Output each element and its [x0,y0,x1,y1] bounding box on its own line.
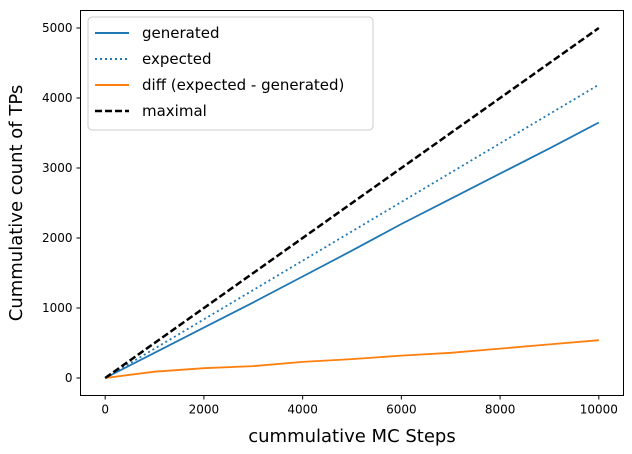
series-line-maximal [104,26,600,380]
plot-frame [80,10,624,396]
legend: generated expected diff (expected - gene… [87,16,374,131]
x-tick-label: 0 [101,403,109,417]
y-tick-label: 4000 [42,91,73,105]
y-tick-label: 1000 [42,301,73,315]
y-tick-label: 5000 [42,21,73,35]
series-line-generated [104,121,600,379]
y-tick-label: 3000 [42,161,73,175]
legend-label-diff: diff (expected - generated) [142,76,344,94]
legend-label-maximal: maximal [142,102,207,120]
y-axis: 0 1000 2000 3000 4000 5000 [42,21,81,385]
series-line-diff [105,339,599,379]
y-tick-label: 2000 [42,231,73,245]
y-axis-title: Cummulative count of TPs [6,85,27,321]
x-tick-label: 8000 [485,403,516,417]
legend-label-expected: expected [142,50,211,68]
legend-label-generated: generated [142,24,219,42]
x-tick-label: 2000 [189,403,220,417]
x-axis-title: cummulative MC Steps [248,426,456,447]
x-tick-label: 6000 [386,403,417,417]
x-tick-label: 10000 [580,403,618,417]
series-layer [104,26,600,380]
series-line-expected [104,83,600,379]
y-tick-label: 0 [65,371,73,385]
x-tick-label: 4000 [287,403,318,417]
x-axis: 0 2000 4000 6000 8000 10000 [101,395,618,417]
legend-box [87,16,374,131]
